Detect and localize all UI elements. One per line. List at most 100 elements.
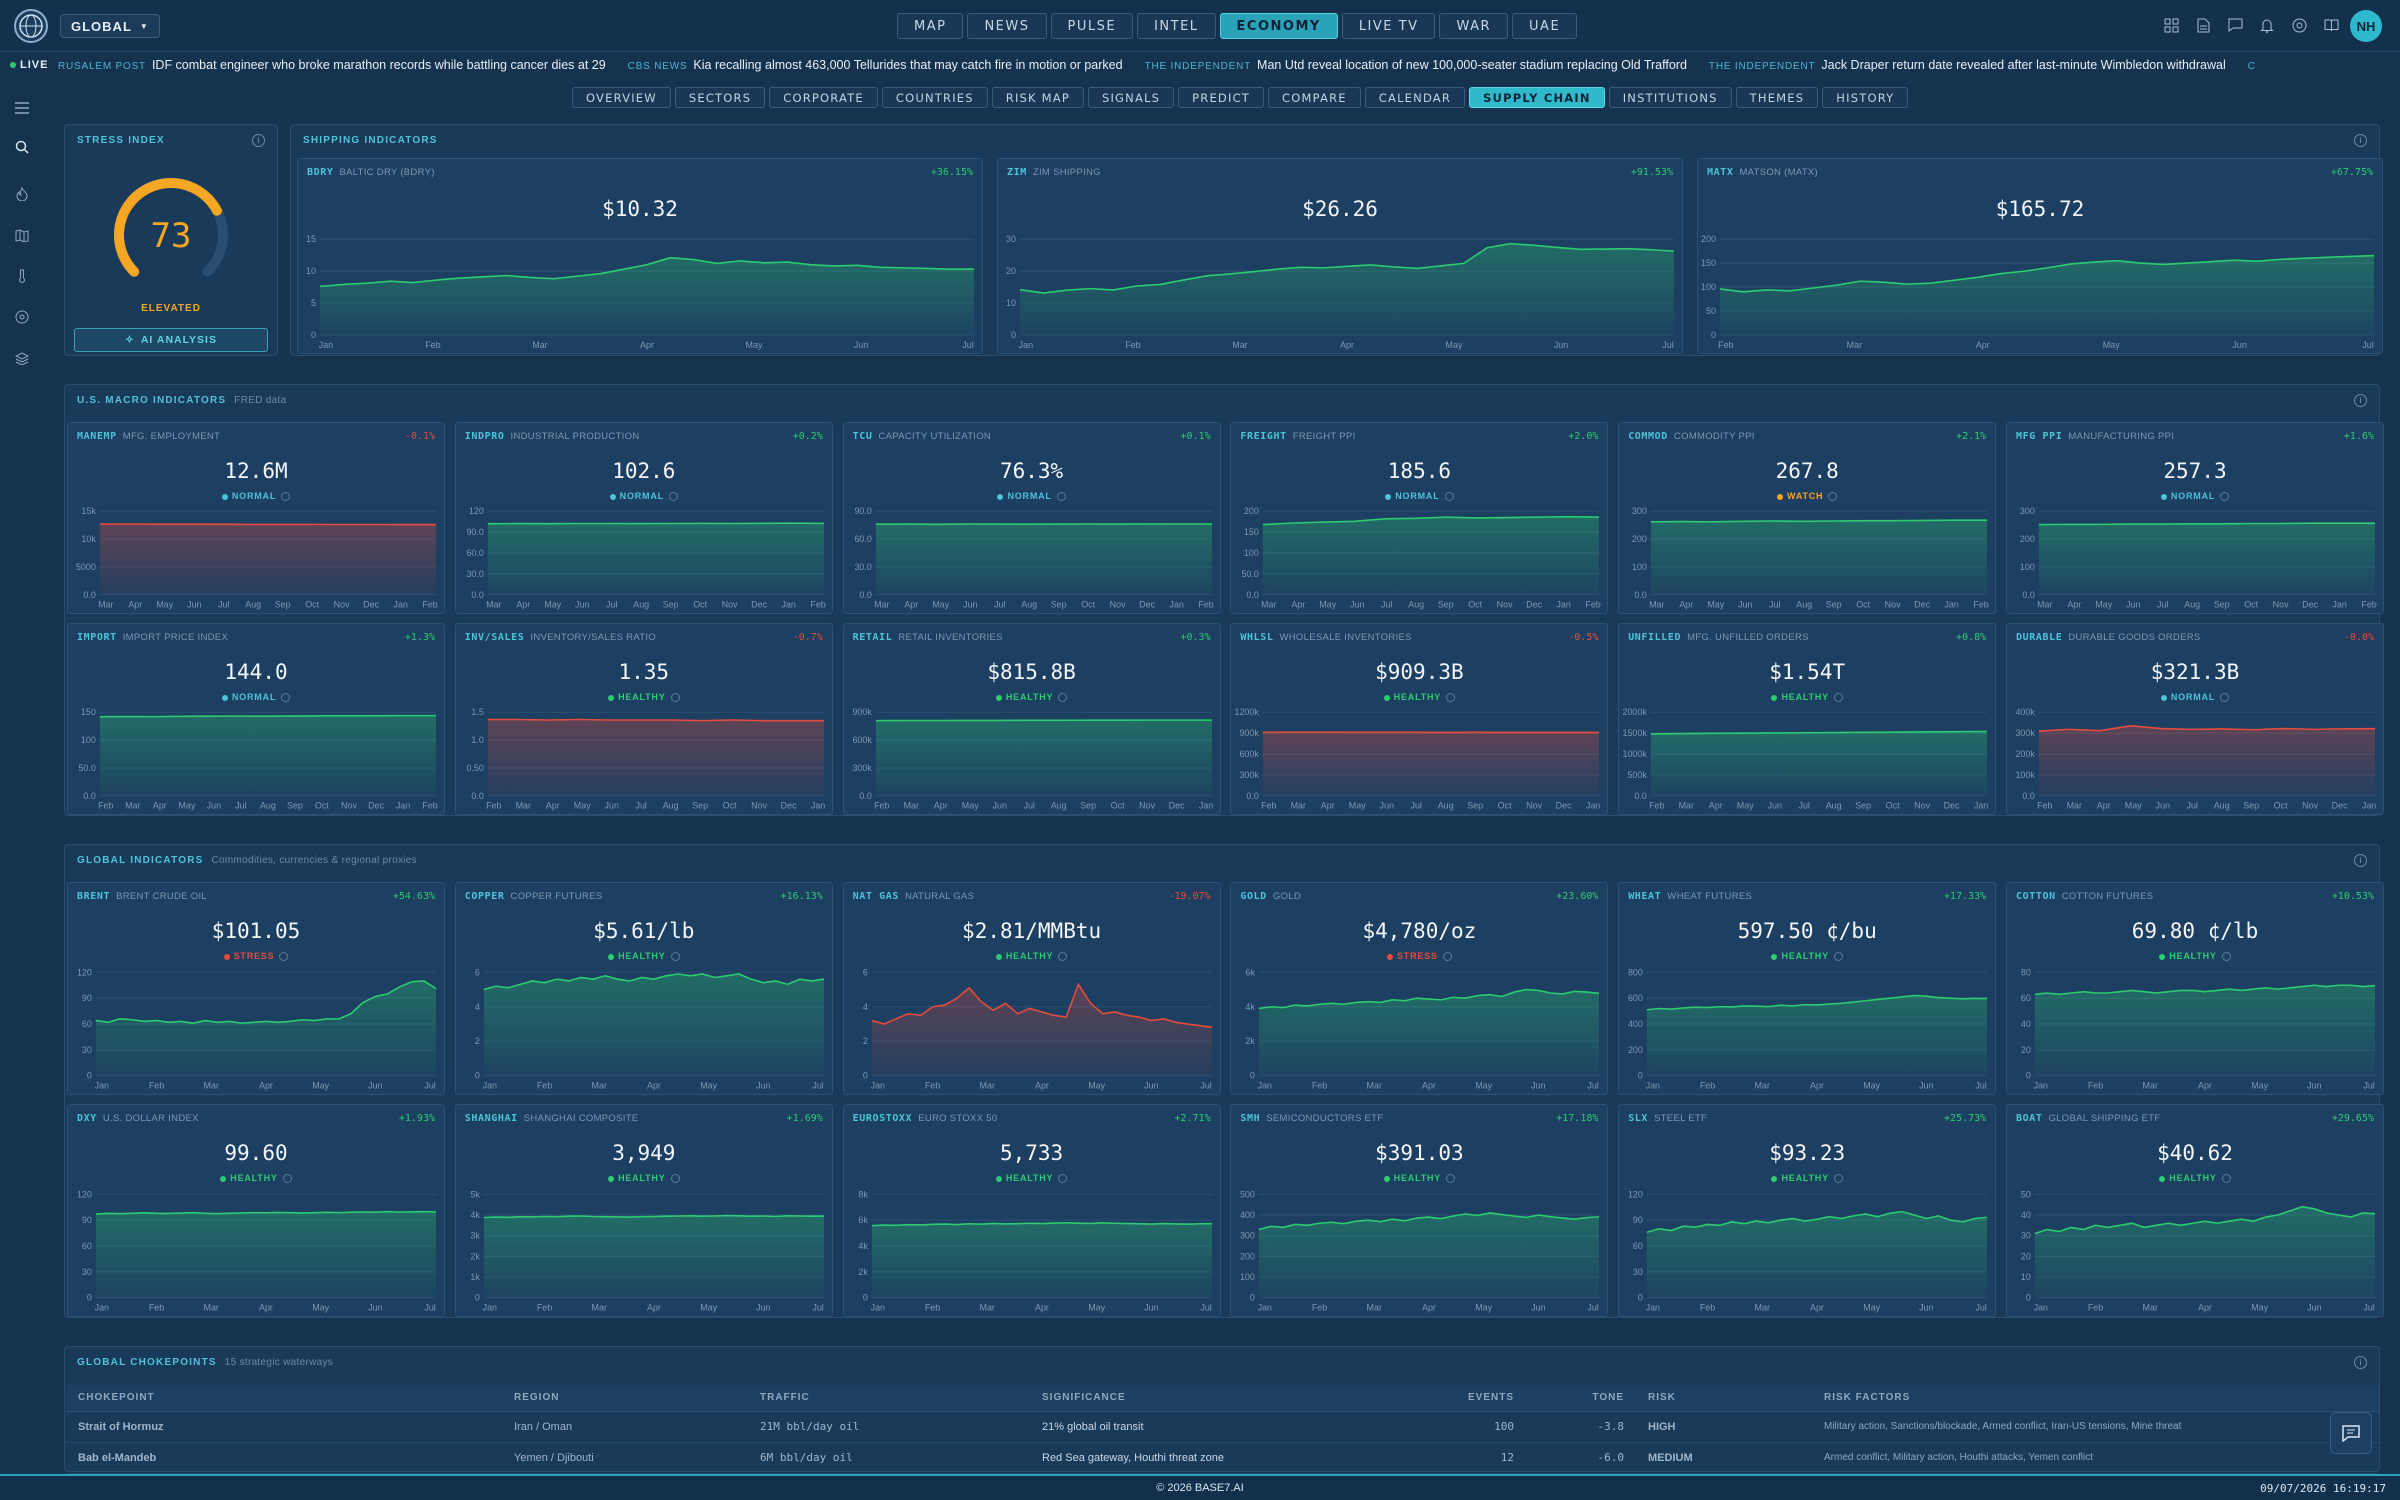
info-icon[interactable]: [279, 952, 289, 962]
ticker-item[interactable]: CBS NEWS Kia recalling almost 463,000 Tel…: [628, 58, 1123, 72]
info-icon[interactable]: i: [2354, 854, 2367, 867]
info-icon[interactable]: [1446, 693, 1456, 703]
thermometer-icon[interactable]: [12, 266, 32, 286]
tab-overview[interactable]: OVERVIEW: [572, 87, 671, 108]
info-icon[interactable]: [1058, 1174, 1068, 1184]
column-header[interactable]: EVENTS: [1416, 1385, 1526, 1412]
tab-calendar[interactable]: CALENDAR: [1364, 87, 1466, 108]
tab-sectors[interactable]: SECTORS: [674, 87, 766, 108]
info-icon[interactable]: [1058, 693, 1068, 703]
indicator-card[interactable]: DXY U.S. DOLLAR INDEX +1.93% 99.60 HEALTHY 12…: [67, 1104, 445, 1317]
column-header[interactable]: TRAFFIC: [748, 1385, 1030, 1412]
info-icon[interactable]: [668, 492, 678, 502]
map-icon[interactable]: [12, 225, 32, 245]
indicator-card[interactable]: EUROSTOXX EURO STOXX 50 +2.71% 5,733 HEALTHY…: [842, 1104, 1221, 1317]
info-icon[interactable]: [670, 693, 680, 703]
indicator-card[interactable]: NAT GAS NATURAL GAS -19.07% $2.81/MMBtu HEAL…: [842, 882, 1221, 1095]
indicator-card[interactable]: MFG PPI MANUFACTURING PPI +1.6% 257.3 NORMAL…: [2006, 422, 2384, 614]
info-icon[interactable]: [2221, 1174, 2231, 1184]
info-icon[interactable]: [1833, 952, 1843, 962]
info-icon[interactable]: [670, 1174, 680, 1184]
nav-uae[interactable]: UAE: [1512, 13, 1578, 39]
info-icon[interactable]: [1833, 1174, 1843, 1184]
info-icon[interactable]: [282, 1174, 292, 1184]
indicator-card[interactable]: BOAT GLOBAL SHIPPING ETF +29.65% $40.62 HEAL…: [2006, 1104, 2384, 1317]
nav-intel[interactable]: INTEL: [1137, 13, 1216, 39]
indicator-card[interactable]: BDRY BALTIC DRY (BDRY) +36.15% $10.32 15 10 5 0…: [297, 158, 983, 354]
info-icon[interactable]: i: [2354, 134, 2367, 147]
info-icon[interactable]: [2220, 492, 2230, 502]
tab-signals[interactable]: SIGNALS: [1087, 87, 1175, 108]
info-icon[interactable]: [2221, 952, 2231, 962]
column-header[interactable]: REGION: [502, 1385, 748, 1412]
ticker-item[interactable]: RUSALEM POST IDF combat engineer who brok…: [58, 58, 606, 72]
indicator-card[interactable]: RETAIL RETAIL INVENTORIES +0.3% $815.8B HEAL…: [842, 623, 1221, 815]
indicator-card[interactable]: UNFILLED MFG. UNFILLED ORDERS +0.8% $1.54T H…: [1618, 623, 1997, 815]
info-icon[interactable]: [1444, 492, 1454, 502]
column-header[interactable]: RISK: [1636, 1385, 1812, 1412]
bell-icon[interactable]: [2258, 16, 2276, 34]
tab-predict[interactable]: PREDICT: [1178, 87, 1265, 108]
indicator-card[interactable]: SMH SEMICONDUCTORS ETF +17.18% $391.03 HEALT…: [1230, 1104, 1609, 1317]
info-icon[interactable]: [1442, 952, 1452, 962]
info-icon[interactable]: [281, 693, 291, 703]
book-icon[interactable]: [2322, 16, 2340, 34]
indicator-card[interactable]: INV/SALES INVENTORY/SALES RATIO -0.7% 1.35 H…: [454, 623, 833, 815]
indicator-card[interactable]: WHEAT WHEAT FUTURES +17.33% 597.50 ¢/bu HEAL…: [1618, 882, 1997, 1095]
tab-corporate[interactable]: CORPORATE: [769, 87, 878, 108]
indicator-card[interactable]: COPPER COPPER FUTURES +16.13% $5.61/lb HEALT…: [454, 882, 833, 1095]
column-header[interactable]: CHOKEPOINT: [66, 1385, 502, 1412]
nav-news[interactable]: NEWS: [967, 13, 1047, 39]
indicator-card[interactable]: MATX MATSON (MATX) +67.75% $165.72 200 150 100…: [1697, 158, 2383, 354]
nav-map[interactable]: MAP: [897, 13, 964, 39]
fire-icon[interactable]: [12, 184, 32, 204]
logo[interactable]: [14, 9, 48, 43]
tab-history[interactable]: HISTORY: [1822, 87, 1909, 108]
indicator-card[interactable]: MANEMP MFG. EMPLOYMENT -0.1% 12.6M NORMAL 15k…: [67, 422, 445, 614]
tab-compare[interactable]: COMPARE: [1268, 87, 1361, 108]
info-icon[interactable]: i: [2354, 1356, 2367, 1369]
ai-analysis-button[interactable]: ✧ AI ANALYSIS: [74, 328, 268, 352]
nav-pulse[interactable]: PULSE: [1050, 13, 1134, 39]
info-icon[interactable]: [1056, 492, 1066, 502]
avatar[interactable]: NH: [2350, 10, 2382, 42]
info-icon[interactable]: [1828, 492, 1838, 502]
indicator-card[interactable]: GOLD GOLD +23.60% $4,780/oz STRESS 6k 4k 2k 0 Jan…: [1230, 882, 1609, 1095]
info-icon[interactable]: i: [2354, 394, 2367, 407]
info-icon[interactable]: [281, 492, 291, 502]
nav-economy[interactable]: ECONOMY: [1219, 13, 1338, 39]
menu-icon[interactable]: [12, 98, 32, 118]
info-icon[interactable]: [1446, 1174, 1456, 1184]
nav-live-tv[interactable]: LIVE TV: [1341, 13, 1436, 39]
indicator-card[interactable]: COTTON COTTON FUTURES +10.53% 69.80 ¢/lb HEA…: [2006, 882, 2384, 1095]
grid-icon[interactable]: [2162, 16, 2180, 34]
column-header[interactable]: SIGNIFICANCE: [1030, 1385, 1416, 1412]
info-icon[interactable]: [1833, 693, 1843, 703]
table-row[interactable]: Bab el-Mandeb Yemen / Djibouti 6M bbl/day …: [66, 1442, 2379, 1474]
nav-war[interactable]: WAR: [1439, 13, 1509, 39]
info-icon[interactable]: [1058, 952, 1068, 962]
tab-institutions[interactable]: INSTITUTIONS: [1608, 87, 1732, 108]
indicator-card[interactable]: FREIGHT FREIGHT PPI +2.0% 185.6 NORMAL 200 150…: [1230, 422, 1609, 614]
indicator-card[interactable]: INDPRO INDUSTRIAL PRODUCTION +0.2% 102.6 NOR…: [454, 422, 833, 614]
column-header[interactable]: RISK FACTORS: [1812, 1385, 2379, 1412]
ticker-item[interactable]: C: [2248, 58, 2262, 72]
indicator-card[interactable]: SLX STEEL ETF +25.73% $93.23 HEALTHY 120 90 60 3…: [1618, 1104, 1997, 1317]
chat-button[interactable]: [2330, 1412, 2372, 1454]
indicator-card[interactable]: WHLSL WHOLESALE INVENTORIES -0.5% $909.3B HE…: [1230, 623, 1609, 815]
indicator-card[interactable]: IMPORT IMPORT PRICE INDEX +1.3% 144.0 NORMAL…: [67, 623, 445, 815]
region-selector[interactable]: GLOBAL ▼: [60, 14, 160, 38]
info-icon[interactable]: [2220, 693, 2230, 703]
chat-icon[interactable]: [2226, 16, 2244, 34]
indicator-card[interactable]: TCU CAPACITY UTILIZATION +0.1% 76.3% NORMAL 9…: [842, 422, 1221, 614]
table-row[interactable]: Strait of Hormuz Iran / Oman 21M bbl/day o…: [66, 1411, 2379, 1443]
column-header[interactable]: TONE: [1526, 1385, 1636, 1412]
indicator-card[interactable]: SHANGHAI SHANGHAI COMPOSITE +1.69% 3,949 HEA…: [454, 1104, 833, 1317]
tab-risk-map[interactable]: RISK MAP: [991, 87, 1084, 108]
info-icon[interactable]: [670, 952, 680, 962]
indicator-card[interactable]: COMMOD COMMODITY PPI +2.1% 267.8 WATCH 300 200…: [1618, 422, 1997, 614]
ticker-item[interactable]: THE INDEPENDENT Man Utd reveal location o…: [1145, 58, 1687, 72]
tab-countries[interactable]: COUNTRIES: [881, 87, 988, 108]
search-icon[interactable]: [12, 137, 32, 157]
indicator-card[interactable]: ZIM ZIM SHIPPING +91.53% $26.26 30 20 10 0 Jan Fe…: [997, 158, 1683, 354]
